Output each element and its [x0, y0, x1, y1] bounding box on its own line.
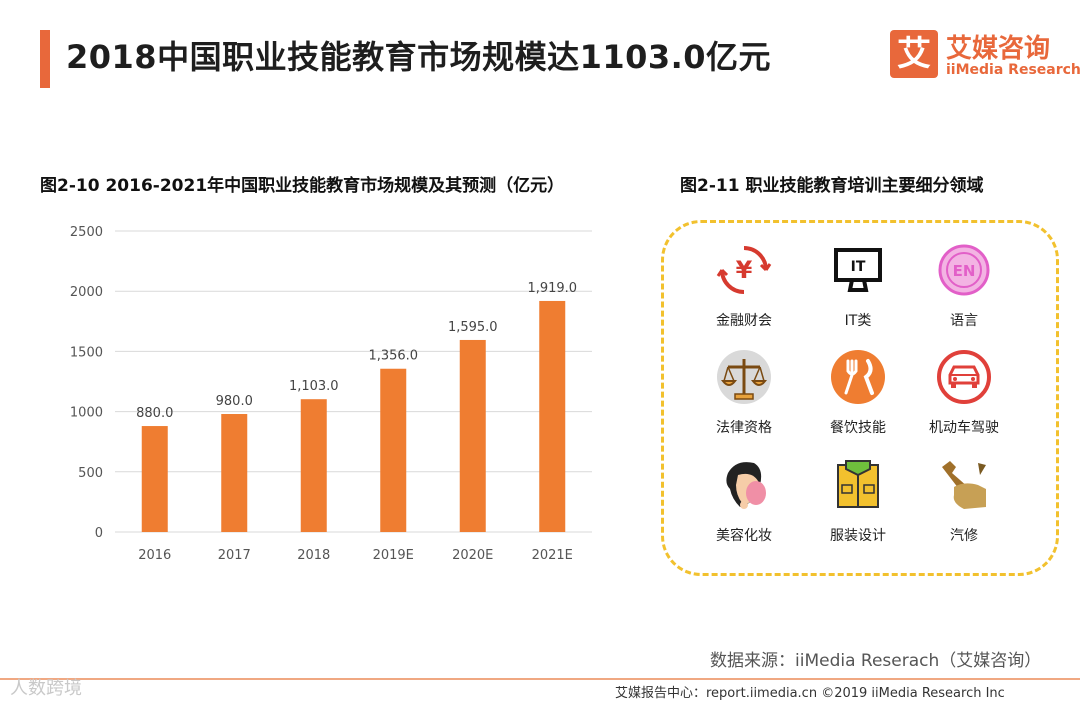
- svg-text:EN: EN: [953, 262, 976, 280]
- bar: [539, 300, 566, 532]
- x-tick-label: 2017: [218, 548, 251, 563]
- segment-item: 服装设计: [798, 455, 918, 545]
- x-tick-label: 2016: [138, 548, 171, 563]
- y-tick-label: 1000: [70, 406, 103, 421]
- segment-label: 服装设计: [830, 528, 886, 544]
- footer-divider: [0, 678, 1080, 680]
- segments-panel: [661, 220, 1059, 576]
- segment-label: IT类: [844, 313, 872, 329]
- iimedia-logo-icon: 艾: [890, 30, 938, 78]
- data-label: 1,919.0: [527, 281, 577, 296]
- data-label: 1,595.0: [448, 320, 498, 335]
- watermark: 人数跨境: [10, 678, 82, 699]
- x-tick-label: 2021E: [532, 548, 573, 563]
- y-tick-label: 500: [78, 466, 103, 481]
- bar: [141, 426, 168, 532]
- y-tick-label: 0: [95, 526, 103, 541]
- bar: [380, 368, 407, 532]
- x-tick-label: 2020E: [452, 548, 493, 563]
- segment-label: 美容化妆: [716, 528, 772, 544]
- footer-text: 艾媒报告中心：report.iimedia.cn ©2019 iiMedia R…: [615, 686, 1005, 701]
- x-tick-label: 2018: [297, 548, 330, 563]
- y-tick-label: 2500: [70, 225, 103, 240]
- yuan-icon: ¥: [716, 246, 772, 294]
- makeup-icon: [726, 462, 766, 509]
- segment-label: 语言: [950, 313, 978, 329]
- segment-item: 机动车驾驶: [904, 347, 1024, 437]
- wrench-icon: [942, 461, 986, 509]
- scales-icon: [717, 350, 771, 404]
- data-label: 880.0: [136, 406, 173, 421]
- fork-knife-icon: [831, 350, 885, 404]
- segment-label: 餐饮技能: [830, 420, 886, 436]
- svg-text:¥: ¥: [736, 256, 753, 284]
- y-tick-label: 2000: [70, 285, 103, 300]
- logo-cn-text: 艾媒咨询: [946, 34, 1051, 64]
- svg-text:IT: IT: [851, 259, 866, 275]
- clothing-icon: [837, 460, 879, 508]
- data-label: 1,103.0: [289, 379, 339, 394]
- segment-label: 机动车驾驶: [929, 420, 999, 436]
- bar: [221, 414, 248, 532]
- bar: [300, 399, 327, 532]
- segment-item: 餐饮技能: [798, 347, 918, 437]
- segment-item: 美容化妆: [684, 455, 804, 545]
- car-icon: [937, 350, 991, 404]
- segment-item: ¥ 金融财会: [684, 240, 804, 330]
- y-tick-label: 1500: [70, 345, 103, 360]
- segment-item: 法律资格: [684, 347, 804, 437]
- data-label: 980.0: [216, 394, 253, 409]
- segment-label: 汽修: [950, 528, 978, 544]
- segment-label: 法律资格: [716, 420, 772, 436]
- title-accent-bar: [40, 30, 50, 88]
- chart-title: 图2-10 2016-2021年中国职业技能教育市场规模及其预测（亿元）: [40, 176, 565, 196]
- page-title: 2018中国职业技能教育市场规模达1103.0亿元: [66, 38, 772, 76]
- logo-en-text: iiMedia Research: [946, 62, 1080, 78]
- segments-title: 图2-11 职业技能教育培训主要细分领域: [680, 176, 984, 196]
- x-tick-label: 2019E: [373, 548, 414, 563]
- bar: [459, 339, 486, 532]
- data-label: 1,356.0: [368, 349, 418, 364]
- source-note: 数据来源：iiMedia Reserach（艾媒咨询）: [710, 651, 1042, 671]
- monitor-icon: IT: [834, 248, 882, 292]
- segment-label: 金融财会: [716, 313, 772, 329]
- segment-item: 汽修: [904, 455, 1024, 545]
- segment-item: IT IT类: [798, 240, 918, 330]
- bar-chart: 0 500 1000 1500 2000 2500 880.0 2016 980.0 2017 1,…: [70, 225, 592, 563]
- segment-item: EN 语言: [904, 240, 1024, 330]
- english-icon: EN: [938, 244, 990, 296]
